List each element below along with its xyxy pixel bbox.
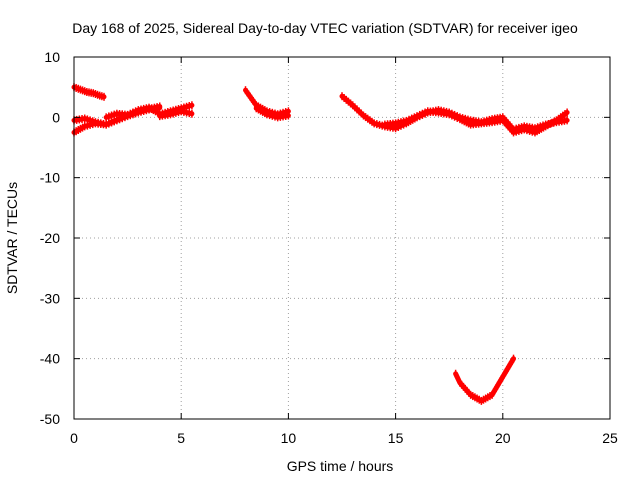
y-tick-label: -40 bbox=[40, 351, 60, 367]
series-arc-10 bbox=[382, 107, 570, 137]
x-tick-label: 5 bbox=[177, 430, 185, 446]
series-arc-11 bbox=[453, 354, 517, 405]
series-arc-6 bbox=[157, 107, 195, 121]
x-tick-label: 15 bbox=[388, 430, 404, 446]
x-tick-label: 0 bbox=[70, 430, 78, 446]
y-tick-label: -10 bbox=[40, 170, 60, 186]
y-axis-label: SDTVAR / TECUs bbox=[4, 182, 20, 294]
y-tick-label: -30 bbox=[40, 290, 60, 306]
series-layer bbox=[71, 83, 570, 405]
y-tick-label: -50 bbox=[40, 411, 60, 427]
x-tick-label: 20 bbox=[495, 430, 511, 446]
x-tick-label: 25 bbox=[602, 430, 618, 446]
series-arc-8 bbox=[253, 104, 291, 122]
y-tick-label: 10 bbox=[44, 49, 60, 65]
series-line bbox=[453, 356, 517, 404]
series-arc-4 bbox=[103, 103, 163, 122]
axis-layer: 0 5 10 15 20 25 10 0 -10 -20 -30 -40 -50 bbox=[40, 49, 618, 446]
series-arc-1 bbox=[71, 83, 107, 101]
y-tick-label: -20 bbox=[40, 230, 60, 246]
chart-title: Day 168 of 2025, Sidereal Day-to-day VTE… bbox=[72, 20, 578, 36]
y-tick-label: 0 bbox=[52, 109, 60, 125]
x-axis-label: GPS time / hours bbox=[287, 458, 394, 474]
x-tick-label: 10 bbox=[281, 430, 297, 446]
